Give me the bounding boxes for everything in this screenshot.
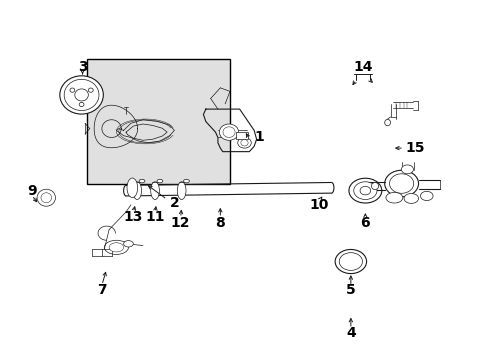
Ellipse shape [219,124,238,140]
Text: 10: 10 [309,198,328,212]
Ellipse shape [75,89,88,101]
Ellipse shape [70,88,75,92]
Text: 8: 8 [215,216,225,230]
Text: 15: 15 [404,141,424,155]
Ellipse shape [389,174,413,193]
Ellipse shape [401,165,413,174]
Ellipse shape [384,170,418,197]
Text: 3: 3 [78,59,87,73]
Text: 9: 9 [27,184,37,198]
Ellipse shape [334,249,366,274]
Ellipse shape [241,140,247,146]
Ellipse shape [359,186,370,195]
Ellipse shape [41,193,52,203]
Bar [87,59,229,184]
Text: 2: 2 [169,196,179,210]
Text: 11: 11 [145,210,164,224]
Text: 1: 1 [254,130,264,144]
Ellipse shape [37,189,55,206]
Text: 13: 13 [123,210,142,224]
Text: 7: 7 [97,283,106,297]
Ellipse shape [385,192,402,203]
Ellipse shape [183,179,189,183]
Ellipse shape [109,243,123,252]
Ellipse shape [123,240,133,247]
Text: 5: 5 [346,283,355,297]
Ellipse shape [133,182,141,199]
Ellipse shape [157,179,163,183]
Text: 12: 12 [171,216,190,230]
Ellipse shape [64,79,99,111]
Ellipse shape [79,102,84,107]
Ellipse shape [403,193,418,203]
Ellipse shape [127,178,138,198]
Ellipse shape [88,88,93,92]
Ellipse shape [223,127,235,138]
Ellipse shape [237,138,251,148]
Ellipse shape [353,182,376,199]
Ellipse shape [139,179,144,183]
Ellipse shape [371,183,378,190]
Ellipse shape [348,178,381,203]
Ellipse shape [384,120,390,126]
Text: 14: 14 [352,59,372,73]
Ellipse shape [60,76,103,114]
Text: 6: 6 [360,216,369,230]
Bar [236,132,248,139]
Ellipse shape [339,253,362,270]
Ellipse shape [420,192,432,201]
Ellipse shape [150,182,159,199]
Ellipse shape [104,240,128,255]
Text: 4: 4 [346,326,355,340]
Ellipse shape [177,182,185,199]
